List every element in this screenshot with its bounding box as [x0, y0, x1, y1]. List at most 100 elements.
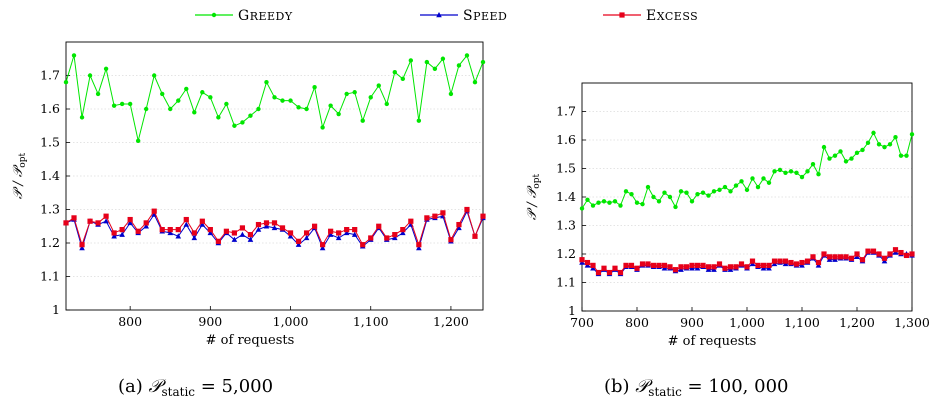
ytick-label: 1: [52, 302, 60, 317]
legend-marker-greedy: [211, 12, 217, 18]
xtick-label: 900: [680, 315, 704, 330]
ytick-label: 1.3: [556, 218, 576, 233]
point-greedy: [272, 95, 277, 100]
point-excess: [804, 258, 811, 264]
point-excess: [231, 230, 238, 236]
legend-label-excess: EXCESS: [646, 8, 698, 24]
point-excess: [87, 218, 93, 224]
point-excess: [777, 258, 783, 264]
point-speed: [327, 231, 334, 237]
point-greedy: [656, 199, 662, 204]
point-speed: [79, 245, 85, 251]
caption-prefix: (a): [118, 376, 149, 397]
point-excess: [628, 262, 635, 268]
point-greedy: [601, 199, 607, 204]
point-greedy: [360, 118, 365, 123]
point-greedy: [111, 103, 117, 108]
point-excess: [336, 230, 342, 236]
point-greedy: [629, 191, 634, 197]
caption-value: = 100, 000: [682, 376, 789, 397]
point-greedy: [678, 189, 684, 194]
point-excess: [440, 210, 446, 216]
point-speed: [183, 221, 190, 227]
legend-label-speed: SPEED: [463, 8, 507, 24]
point-greedy: [368, 95, 373, 100]
point-greedy: [783, 170, 788, 175]
chart-caption: (b) 𝒫static = 100, 000: [604, 376, 788, 399]
point-excess: [788, 259, 794, 266]
point-greedy: [424, 59, 430, 65]
point-excess: [159, 227, 165, 233]
point-greedy: [645, 184, 651, 190]
point-greedy: [579, 206, 585, 211]
xtick-label: 1,300: [894, 315, 930, 330]
plot-frame: [581, 82, 913, 312]
point-excess: [744, 264, 750, 270]
point-excess: [175, 227, 181, 233]
caption-subscript: static: [648, 385, 682, 399]
point-excess: [103, 213, 109, 219]
point-greedy: [248, 113, 253, 118]
point-greedy: [328, 103, 333, 108]
point-excess: [295, 238, 302, 244]
xtick-label: 800: [625, 315, 649, 330]
point-greedy: [585, 197, 590, 203]
point-speed: [119, 231, 125, 237]
point-greedy: [320, 125, 325, 130]
point-excess: [255, 221, 262, 228]
point-greedy: [717, 187, 722, 193]
point-greedy: [416, 118, 422, 123]
point-excess: [683, 264, 690, 270]
point-excess: [601, 265, 607, 271]
point-greedy: [590, 203, 596, 208]
point-excess: [368, 235, 374, 241]
ytick-label: 1.3: [40, 202, 60, 217]
point-greedy: [788, 169, 794, 174]
point-excess: [881, 255, 888, 261]
point-excess: [223, 228, 229, 234]
y-axis-label-main: 𝒫 / 𝒫: [525, 185, 540, 220]
point-greedy: [184, 86, 189, 92]
point-excess: [865, 248, 871, 254]
point-greedy: [684, 190, 689, 195]
point-greedy: [464, 53, 470, 58]
point-greedy: [208, 95, 213, 100]
point-speed: [295, 241, 302, 247]
point-excess: [623, 262, 629, 268]
point-excess: [661, 262, 668, 268]
point-greedy: [612, 199, 618, 204]
point-excess: [678, 264, 684, 270]
point-excess: [815, 259, 822, 266]
point-greedy: [766, 180, 772, 185]
ytick-label: 1.4: [40, 168, 60, 183]
point-excess: [738, 261, 745, 267]
point-greedy: [882, 144, 887, 150]
point-greedy: [860, 147, 865, 153]
point-greedy: [143, 106, 149, 112]
point-speed: [416, 245, 422, 251]
point-excess: [376, 223, 382, 229]
point-greedy: [750, 176, 755, 181]
point-excess: [215, 238, 221, 244]
point-excess: [328, 228, 334, 234]
point-excess: [360, 242, 366, 248]
point-greedy: [135, 138, 141, 144]
point-excess: [207, 227, 213, 233]
point-greedy: [728, 189, 733, 194]
point-speed: [319, 245, 326, 251]
point-excess: [848, 255, 855, 261]
point-excess: [876, 251, 882, 257]
point-excess: [612, 265, 618, 271]
point-excess: [464, 206, 470, 213]
point-excess: [645, 261, 651, 267]
point-excess: [63, 220, 69, 226]
xtick-label: 1,000: [729, 315, 765, 330]
point-greedy: [673, 204, 678, 210]
legend-marker-excess: [619, 12, 625, 18]
point-greedy: [904, 153, 909, 158]
point-excess: [95, 220, 101, 226]
point-excess: [584, 259, 591, 266]
y-axis-label-sub: opt: [18, 153, 28, 168]
point-speed: [263, 223, 270, 229]
point-greedy: [898, 153, 904, 158]
